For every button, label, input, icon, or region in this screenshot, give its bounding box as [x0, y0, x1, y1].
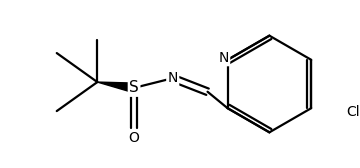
Text: O: O — [129, 131, 140, 145]
Text: Cl: Cl — [346, 105, 360, 119]
Text: N: N — [167, 71, 178, 85]
Text: N: N — [219, 51, 229, 65]
Polygon shape — [97, 82, 135, 93]
Text: S: S — [129, 80, 139, 95]
